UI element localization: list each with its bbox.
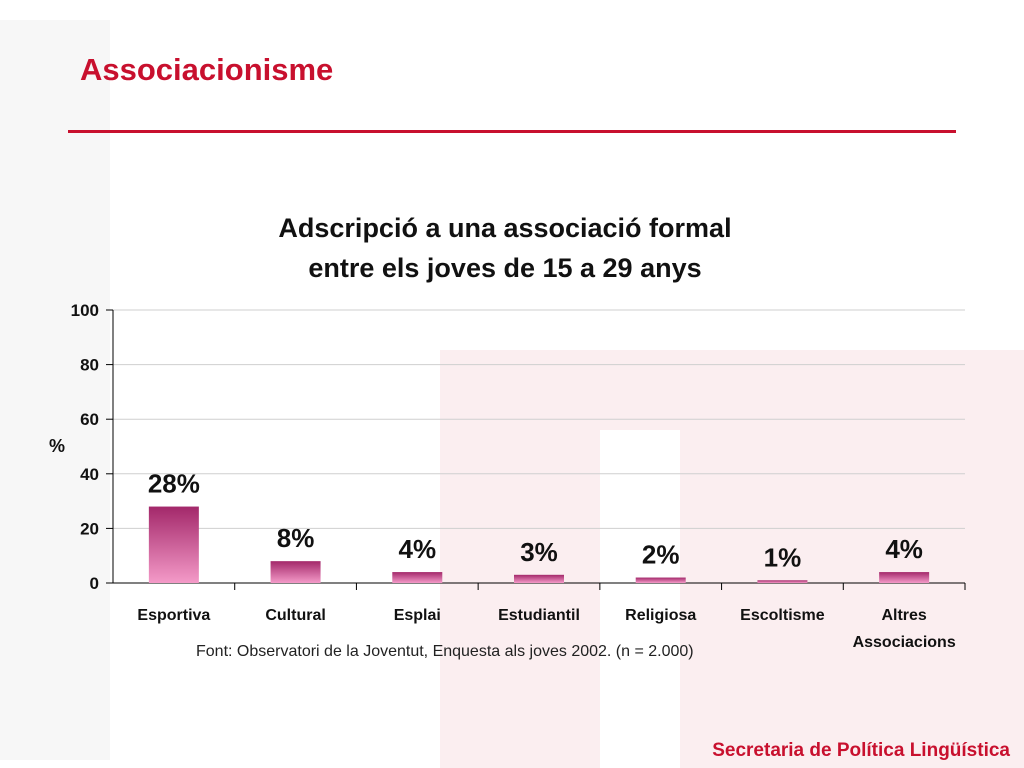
data-label: 28% xyxy=(148,469,200,499)
y-axis-label: % xyxy=(49,436,65,456)
slide-title: Associacionisme xyxy=(80,52,334,87)
y-tick-label: 0 xyxy=(90,574,99,593)
bar xyxy=(635,577,686,583)
bar xyxy=(392,572,443,583)
x-tick-label: Altres xyxy=(881,607,926,624)
x-tick-label: Associacions xyxy=(853,634,956,651)
data-label: 3% xyxy=(520,537,558,567)
x-tick-label: Religiosa xyxy=(625,607,696,624)
title-divider xyxy=(68,130,956,133)
chart-title-line-2: entre els joves de 15 a 29 anys xyxy=(308,253,702,283)
x-tick-label: Cultural xyxy=(265,607,325,624)
x-tick-label: Escoltisme xyxy=(740,607,825,624)
y-tick-label: 80 xyxy=(80,356,99,375)
chart-title-line-1: Adscripció a una associació formal xyxy=(278,213,732,243)
bar xyxy=(514,574,564,583)
bar xyxy=(757,580,808,583)
chart-title: Adscripció a una associació formal entre… xyxy=(200,208,810,288)
y-tick-label: 60 xyxy=(80,410,99,429)
y-tick-label: 100 xyxy=(71,301,99,320)
bar xyxy=(270,561,321,583)
data-label: 4% xyxy=(398,534,436,564)
y-tick-label: 40 xyxy=(80,465,99,484)
source-note: Font: Observatori de la Joventut, Enques… xyxy=(196,643,694,660)
data-label: 8% xyxy=(277,523,315,553)
x-tick-label: Esportiva xyxy=(137,607,210,624)
footer-credit: Secretaria de Política Lingüística xyxy=(712,740,1010,761)
x-tick-label: Estudiantil xyxy=(498,607,580,624)
bar xyxy=(879,572,930,583)
y-tick-label: 20 xyxy=(80,519,99,538)
data-label: 2% xyxy=(642,540,680,570)
bar xyxy=(148,506,199,583)
data-label: 1% xyxy=(764,542,802,572)
x-tick-label: Esplai xyxy=(394,607,441,624)
data-label: 4% xyxy=(885,534,923,564)
